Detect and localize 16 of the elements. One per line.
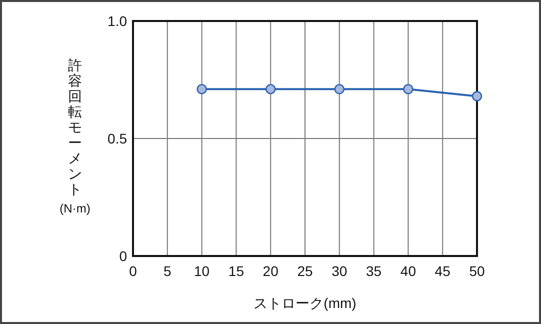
x-tick-label: 15	[228, 263, 244, 279]
x-tick-label: 50	[469, 263, 485, 279]
x-tick-label: 25	[297, 263, 313, 279]
x-tick-label: 35	[366, 263, 382, 279]
x-tick-label: 0	[129, 263, 138, 279]
x-tick-label: 20	[262, 263, 279, 279]
y-tick-label: 1.0	[108, 12, 128, 29]
x-tick-label: 40	[400, 263, 416, 279]
x-tick-label: 45	[434, 263, 451, 279]
x-axis-title: ストローク(mm)	[254, 295, 356, 311]
text: 許容回転モーメント(N·m)	[60, 57, 90, 216]
x-tick-label: 5	[164, 263, 172, 279]
x-tick-label: 30	[332, 263, 348, 279]
y-tick-label: 0.5	[108, 130, 128, 146]
y-tick-label: 0	[119, 248, 128, 264]
x-tick-label: 10	[194, 263, 210, 279]
